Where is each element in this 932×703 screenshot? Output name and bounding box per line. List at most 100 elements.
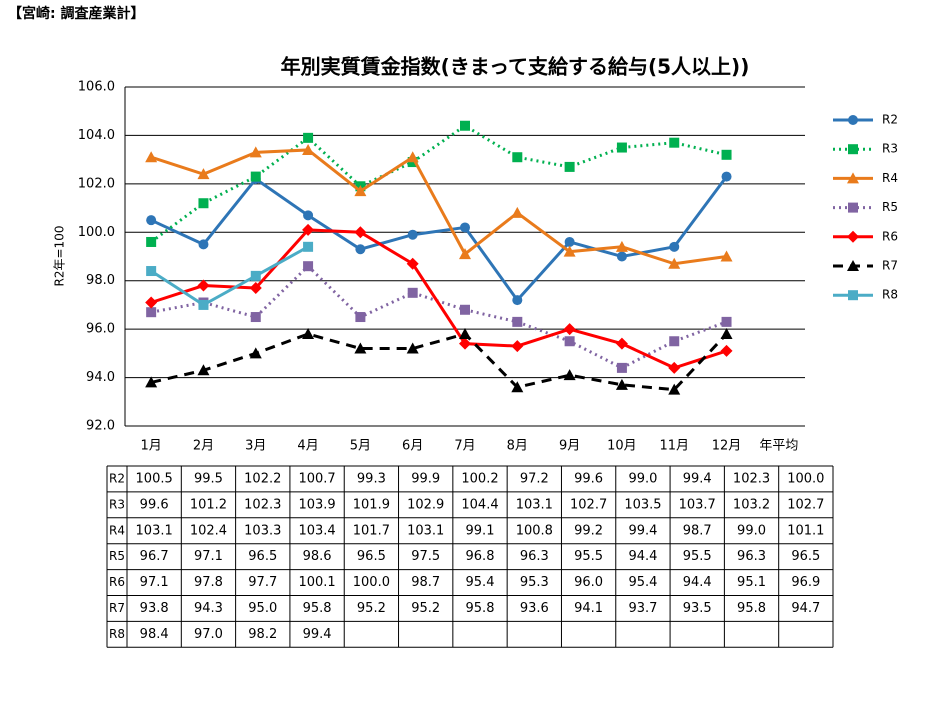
table-cell: 94.1	[574, 601, 603, 616]
table-cell: 95.8	[737, 601, 766, 616]
table-cell: 95.5	[683, 549, 712, 564]
y-tick-label: 96.0	[86, 322, 115, 337]
table-row-header: R4	[109, 523, 125, 537]
marker	[512, 316, 523, 327]
legend-label: R2	[882, 113, 898, 127]
y-tick-label: 106.0	[78, 80, 115, 95]
table-cell: 103.4	[298, 523, 335, 538]
table-cell: 95.1	[737, 575, 766, 590]
marker	[145, 376, 158, 388]
table-cell: 100.7	[298, 471, 335, 486]
chart-title: 年別実質賃金指数(きまって支給する給与(5人以上))	[281, 55, 750, 79]
table-cell: 100.0	[353, 575, 390, 590]
marker	[406, 257, 419, 270]
table-cell: 96.3	[520, 549, 549, 564]
marker	[250, 171, 261, 182]
series-line	[150, 245, 309, 307]
y-tick-label: 104.0	[78, 128, 115, 143]
marker	[616, 142, 627, 153]
table-cell: 103.7	[679, 497, 716, 512]
marker	[303, 261, 314, 272]
table-cell: 99.4	[303, 627, 332, 642]
series-line	[150, 175, 728, 303]
table-cell: 103.1	[516, 497, 553, 512]
marker	[847, 260, 859, 271]
legend-label: R7	[882, 259, 898, 273]
legend-label: R3	[882, 142, 898, 156]
marker	[460, 222, 470, 233]
table-cell: 95.5	[574, 549, 603, 564]
table-row-header: R5	[109, 549, 125, 563]
marker	[197, 279, 210, 292]
table-cell: 98.6	[303, 549, 332, 564]
marker	[511, 340, 524, 353]
table-cell: 99.4	[683, 471, 712, 486]
table-cell: 97.5	[411, 549, 440, 564]
table-cell: 102.3	[733, 471, 770, 486]
table-cell: 96.3	[737, 549, 766, 564]
table-cell: 94.3	[194, 601, 223, 616]
marker	[847, 172, 859, 184]
table-cell: 95.8	[466, 601, 495, 616]
marker	[303, 241, 314, 252]
legend-label: R6	[882, 229, 898, 243]
marker	[460, 304, 470, 315]
y-tick-label: 92.0	[86, 419, 115, 434]
table-cell: 95.2	[357, 601, 386, 616]
table-cell: 101.9	[353, 497, 390, 512]
marker	[198, 299, 209, 310]
table-cell: 100.0	[787, 471, 824, 486]
table-cell: 99.9	[411, 471, 440, 486]
table-cell: 96.5	[357, 549, 386, 564]
marker	[459, 337, 471, 350]
table-cell: 95.0	[248, 601, 277, 616]
series-line	[150, 332, 728, 392]
marker	[250, 270, 261, 281]
table-cell: 94.4	[628, 549, 657, 564]
y-tick-label: 102.0	[78, 176, 115, 191]
marker	[668, 361, 681, 374]
marker	[459, 327, 471, 339]
table-cell: 96.8	[466, 549, 495, 564]
x-tick-label: 9月	[559, 439, 580, 454]
table-cell: 101.7	[353, 523, 390, 538]
table-cell: 98.7	[683, 523, 712, 538]
legend-label: R5	[882, 200, 898, 214]
x-tick-label: 11月	[659, 439, 689, 454]
x-tick-label: 8月	[507, 439, 528, 454]
marker	[198, 239, 209, 250]
marker	[355, 244, 366, 255]
table-cell: 100.5	[136, 471, 173, 486]
marker	[355, 312, 366, 323]
marker	[249, 347, 262, 359]
marker	[302, 327, 315, 339]
marker	[668, 383, 681, 395]
marker	[406, 342, 419, 354]
marker	[615, 378, 628, 390]
table-cell: 95.4	[628, 575, 657, 590]
table-cell: 102.4	[190, 523, 227, 538]
legend-label: R4	[882, 171, 898, 185]
table-cell: 96.5	[248, 549, 277, 564]
marker	[146, 266, 157, 277]
table-cell: 103.3	[244, 523, 281, 538]
table-cell: 93.6	[520, 601, 549, 616]
x-tick-label: 年平均	[759, 439, 798, 454]
marker	[303, 132, 314, 143]
table-cell: 101.1	[787, 523, 824, 538]
table-cell: 97.1	[140, 575, 169, 590]
marker	[563, 369, 576, 381]
marker	[721, 149, 732, 160]
marker	[669, 137, 680, 148]
marker	[197, 168, 210, 180]
table-cell: 96.0	[574, 575, 603, 590]
marker	[354, 342, 367, 354]
marker	[848, 202, 858, 213]
marker	[146, 307, 157, 318]
marker	[669, 241, 680, 252]
y-tick-label: 100.0	[78, 225, 115, 240]
marker	[720, 327, 733, 339]
table-cell: 93.5	[683, 601, 712, 616]
marker	[145, 151, 158, 163]
marker	[847, 230, 859, 243]
